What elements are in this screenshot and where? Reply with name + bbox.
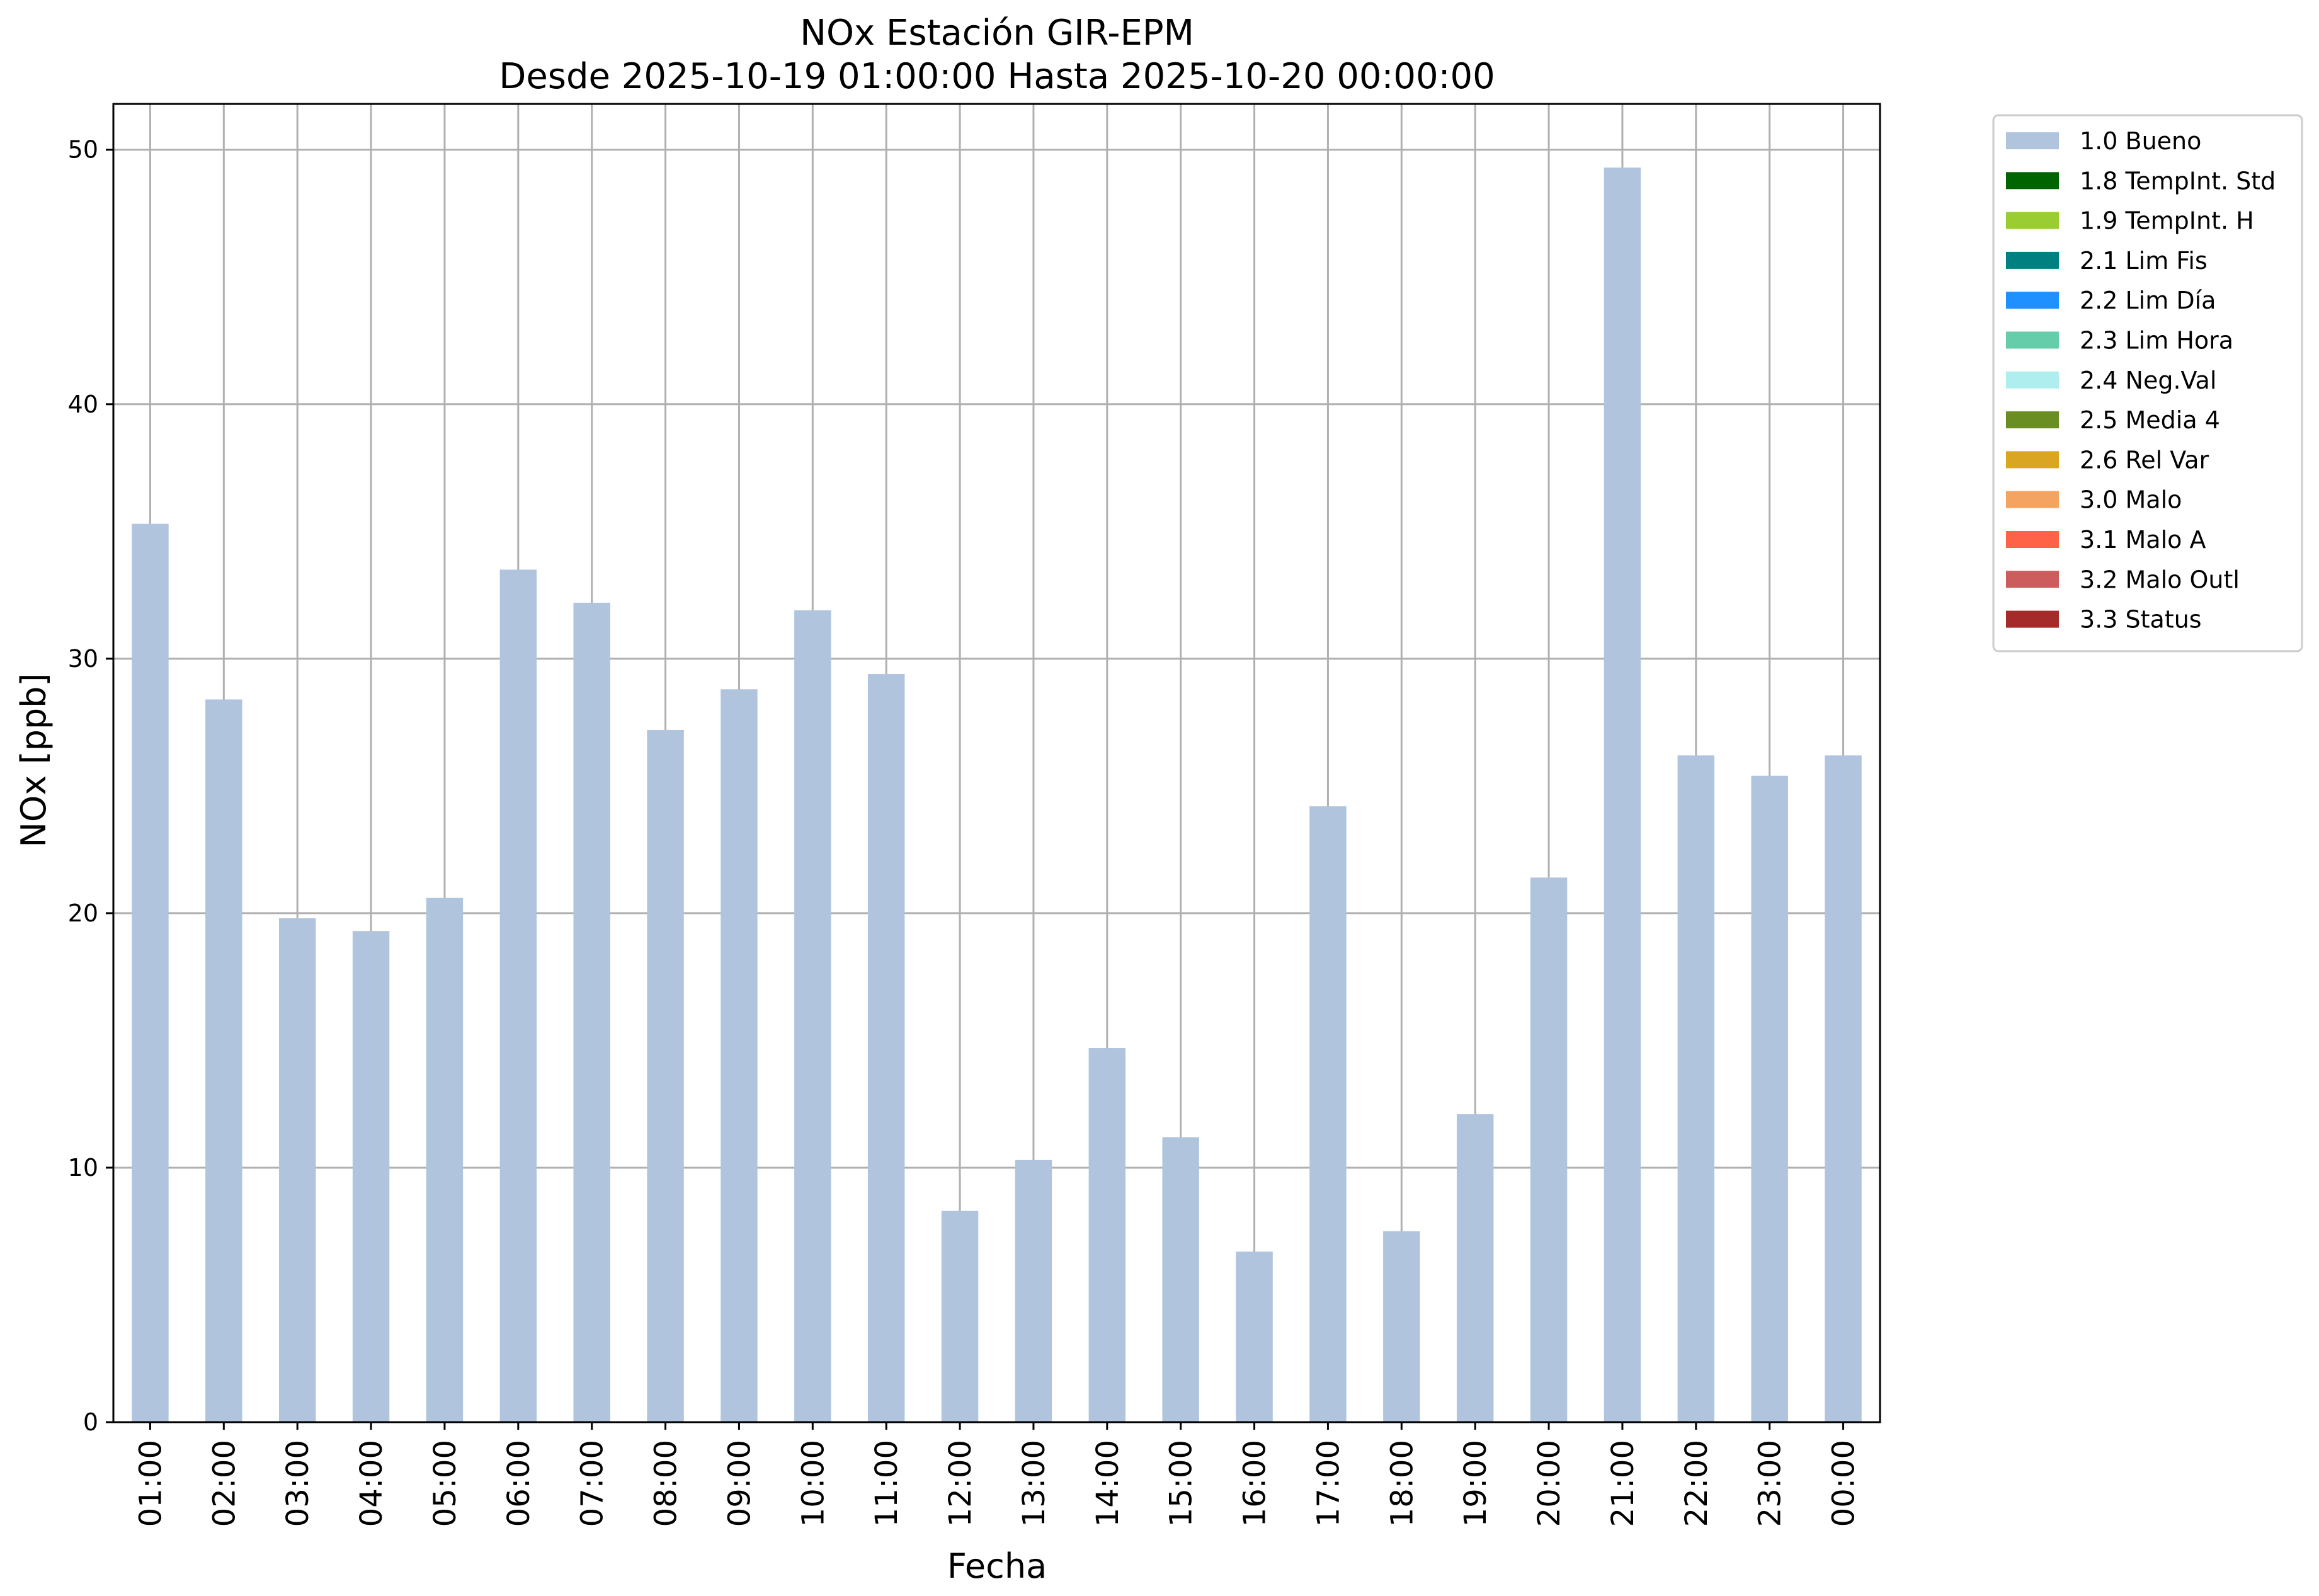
legend-item-label: 3.2 Malo Outl xyxy=(2080,566,2240,593)
bar-11:00 xyxy=(867,674,905,1422)
x-tick-label: 00:00 xyxy=(1826,1440,1862,1527)
x-tick-label: 22:00 xyxy=(1679,1440,1714,1527)
bar-07:00 xyxy=(573,602,610,1422)
legend-item-label: 3.0 Malo xyxy=(2080,486,2182,514)
bar-20:00 xyxy=(1530,877,1568,1422)
x-tick-label: 14:00 xyxy=(1090,1440,1125,1527)
x-axis-ticks: 01:00 02:00 03:00 04:00 05:00 06:00 07:00 08:00… xyxy=(133,1422,1862,1527)
y-tick-label: 10 xyxy=(68,1154,98,1182)
bar-06:00 xyxy=(499,569,537,1422)
x-tick-label: 23:00 xyxy=(1753,1440,1788,1527)
x-tick-label: 18:00 xyxy=(1384,1440,1420,1527)
x-tick-label: 15:00 xyxy=(1164,1440,1199,1527)
y-tick-label: 30 xyxy=(68,645,98,673)
bar-09:00 xyxy=(721,689,758,1422)
chart-title: NOx Estación GIR-EPM xyxy=(800,13,1194,54)
y-tick-label: 20 xyxy=(68,899,98,927)
bar-12:00 xyxy=(941,1211,979,1422)
bar-22:00 xyxy=(1677,755,1715,1422)
legend-swatch xyxy=(2006,371,2059,389)
x-tick-label: 04:00 xyxy=(354,1440,389,1527)
x-axis-label: Fecha xyxy=(947,1546,1047,1586)
x-tick-label: 17:00 xyxy=(1311,1440,1346,1527)
legend-item-label: 2.2 Lim Día xyxy=(2080,287,2216,314)
bar-13:00 xyxy=(1015,1160,1052,1422)
legend-item-label: 1.0 Bueno xyxy=(2080,127,2201,155)
bar-00:00 xyxy=(1825,755,1862,1422)
bar-15:00 xyxy=(1162,1137,1199,1422)
legend-swatch xyxy=(2006,331,2059,349)
x-tick-label: 11:00 xyxy=(869,1440,904,1527)
bar-03:00 xyxy=(278,918,316,1422)
legend-swatch xyxy=(2006,531,2059,548)
y-axis-ticks: 0 10 20 30 40 50 xyxy=(68,136,113,1436)
x-tick-label: 10:00 xyxy=(795,1440,831,1527)
plot-frame xyxy=(112,103,1881,1423)
legend-swatch xyxy=(2006,411,2059,429)
legend-swatch xyxy=(2006,292,2059,309)
x-tick-label: 08:00 xyxy=(649,1440,684,1527)
y-axis-label: NOx [ppb] xyxy=(14,673,54,848)
legend-swatch xyxy=(2006,132,2059,149)
legend-item-label: 3.3 Status xyxy=(2080,606,2202,634)
x-tick-label: 16:00 xyxy=(1238,1440,1273,1527)
bar-08:00 xyxy=(647,729,684,1422)
legend-swatch xyxy=(2006,571,2059,588)
x-tick-label: 03:00 xyxy=(280,1440,316,1527)
y-tick-label: 40 xyxy=(68,390,98,418)
legend-item-label: 2.3 Lim Hora xyxy=(2080,327,2233,355)
legend-item-label: 2.5 Media 4 xyxy=(2080,406,2220,434)
bar-16:00 xyxy=(1236,1251,1273,1422)
x-tick-label: 02:00 xyxy=(207,1440,242,1527)
chart-subtitle: Desde 2025-10-19 01:00:00 Hasta 2025-10-… xyxy=(499,56,1495,97)
legend-item-label: 2.6 Rel Var xyxy=(2080,446,2209,474)
bar-23:00 xyxy=(1751,775,1788,1422)
x-tick-label: 05:00 xyxy=(428,1440,463,1527)
x-tick-label: 19:00 xyxy=(1458,1440,1493,1527)
legend-swatch xyxy=(2006,172,2059,190)
x-gridlines xyxy=(149,104,1845,1422)
y-tick-label: 0 xyxy=(83,1408,98,1436)
bar-21:00 xyxy=(1604,168,1641,1422)
x-tick-label: 07:00 xyxy=(575,1440,610,1527)
x-tick-label: 06:00 xyxy=(501,1440,537,1527)
bar-17:00 xyxy=(1309,806,1347,1422)
legend-item-label: 3.1 Malo A xyxy=(2080,526,2206,554)
legend-swatch xyxy=(2006,251,2059,269)
x-tick-label: 01:00 xyxy=(133,1440,168,1527)
x-tick-label: 13:00 xyxy=(1017,1440,1052,1527)
legend-swatch xyxy=(2006,212,2059,229)
legend-swatch xyxy=(2006,610,2059,628)
bar-01:00 xyxy=(132,523,169,1422)
legend-swatch xyxy=(2006,491,2059,508)
bars xyxy=(132,168,1862,1422)
bar-10:00 xyxy=(794,610,831,1422)
bar-02:00 xyxy=(205,699,242,1422)
legend: 1.0 Bueno 1.8 TempInt. Std 1.9 TempInt. H 2… xyxy=(1992,114,2303,653)
legend-swatch xyxy=(2006,451,2059,469)
legend-item-label: 2.4 Neg.Val xyxy=(2080,367,2216,394)
x-tick-label: 20:00 xyxy=(1532,1440,1567,1527)
bar-19:00 xyxy=(1456,1114,1494,1422)
legend-item-label: 1.9 TempInt. H xyxy=(2080,207,2254,235)
bar-14:00 xyxy=(1088,1048,1126,1422)
y-tick-label: 50 xyxy=(68,136,98,164)
x-tick-label: 21:00 xyxy=(1605,1440,1641,1527)
legend-item-label: 2.1 Lim Fis xyxy=(2080,247,2208,275)
legend-item-label: 1.8 TempInt. Std xyxy=(2080,167,2276,195)
bar-05:00 xyxy=(426,898,464,1422)
bar-04:00 xyxy=(352,931,390,1422)
x-tick-label: 12:00 xyxy=(943,1440,978,1527)
bar-18:00 xyxy=(1383,1231,1420,1422)
x-tick-label: 09:00 xyxy=(722,1440,757,1527)
legend-frame xyxy=(1992,114,2303,653)
